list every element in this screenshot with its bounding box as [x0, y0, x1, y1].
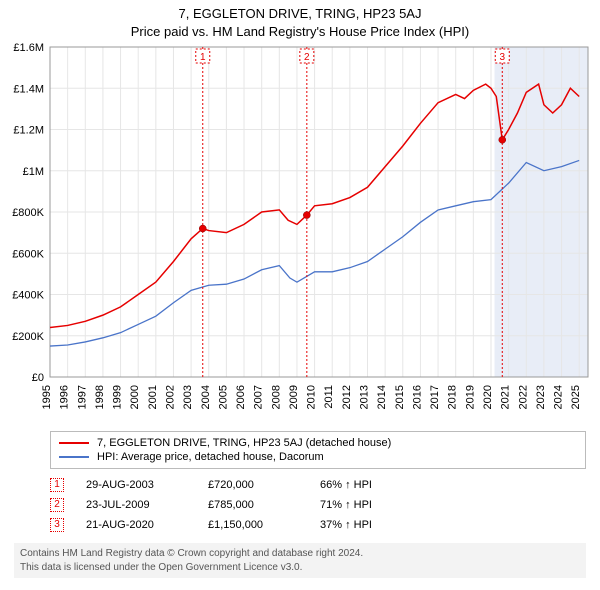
x-tick-label: 2008 — [270, 385, 282, 409]
x-tick-label: 2025 — [570, 385, 582, 409]
x-tick-label: 2006 — [235, 385, 247, 409]
x-tick-label: 1999 — [112, 385, 124, 409]
sale-price: £785,000 — [208, 499, 298, 511]
legend-label: 7, EGGLETON DRIVE, TRING, HP23 5AJ (deta… — [97, 437, 391, 449]
x-tick-label: 2023 — [535, 385, 547, 409]
chart-title: 7, EGGLETON DRIVE, TRING, HP23 5AJ — [0, 0, 600, 21]
x-tick-label: 2001 — [147, 385, 159, 409]
sale-date: 29-AUG-2003 — [86, 479, 186, 491]
x-tick-label: 2004 — [200, 385, 212, 409]
x-tick-label: 2018 — [447, 385, 459, 409]
y-tick-label: £0 — [32, 372, 44, 384]
x-tick-label: 2009 — [288, 385, 300, 409]
sale-marker-flag: 2 — [304, 52, 310, 63]
y-tick-label: £1.4M — [13, 83, 44, 95]
x-tick-label: 2002 — [164, 385, 176, 409]
x-tick-label: 2005 — [217, 385, 229, 409]
y-tick-label: £600K — [12, 248, 44, 260]
legend-swatch — [59, 442, 89, 444]
y-tick-label: £800K — [12, 207, 44, 219]
sale-date: 23-JUL-2009 — [86, 499, 186, 511]
sale-pct-vs-hpi: 71% ↑ HPI — [320, 499, 410, 511]
x-tick-label: 2013 — [359, 385, 371, 409]
x-tick-label: 2003 — [182, 385, 194, 409]
sale-date: 21-AUG-2020 — [86, 519, 186, 531]
x-tick-label: 1998 — [94, 385, 106, 409]
x-tick-label: 2024 — [553, 385, 565, 409]
legend-swatch — [59, 456, 89, 458]
x-tick-label: 2012 — [341, 385, 353, 409]
x-tick-label: 2020 — [482, 385, 494, 409]
y-tick-label: £200K — [12, 331, 44, 343]
y-tick-label: £400K — [12, 290, 44, 302]
x-tick-label: 2010 — [306, 385, 318, 409]
x-tick-label: 2015 — [394, 385, 406, 409]
sale-row: 1 29-AUG-2003 £720,000 66% ↑ HPI — [50, 475, 586, 495]
x-tick-label: 2016 — [411, 385, 423, 409]
x-tick-label: 2017 — [429, 385, 441, 409]
sale-pct-vs-hpi: 37% ↑ HPI — [320, 519, 410, 531]
legend-item: 7, EGGLETON DRIVE, TRING, HP23 5AJ (deta… — [59, 436, 577, 450]
footer-line-1: Contains HM Land Registry data © Crown c… — [20, 547, 580, 561]
sale-marker-icon: 2 — [50, 498, 64, 512]
sale-row: 2 23-JUL-2009 £785,000 71% ↑ HPI — [50, 495, 586, 515]
y-tick-label: £1.2M — [13, 125, 44, 137]
sale-row: 3 21-AUG-2020 £1,150,000 37% ↑ HPI — [50, 515, 586, 535]
chart-svg: £0 £200K £400K £600K £800K £1M £1.2M £1.4M £1.6M… — [0, 43, 600, 423]
x-tick-label: 2007 — [253, 385, 265, 409]
sale-pct-vs-hpi: 66% ↑ HPI — [320, 479, 410, 491]
sale-marker-flag: 3 — [499, 52, 505, 63]
sale-marker-icon: 1 — [50, 478, 64, 492]
x-tick-label: 2022 — [517, 385, 529, 409]
sales-table: 1 29-AUG-2003 £720,000 66% ↑ HPI 2 23-JUL-200… — [50, 475, 586, 535]
legend-label: HPI: Average price, detached house, Daco… — [97, 451, 324, 463]
sale-price: £1,150,000 — [208, 519, 298, 531]
y-tick-label: £1M — [23, 166, 44, 178]
y-tick-label: £1.6M — [13, 43, 44, 54]
x-tick-label: 1997 — [76, 385, 88, 409]
sale-price: £720,000 — [208, 479, 298, 491]
footer-line-2: This data is licensed under the Open Gov… — [20, 561, 580, 575]
sale-marker-icon: 3 — [50, 518, 64, 532]
chart-area: £0 £200K £400K £600K £800K £1M £1.2M £1.4M £1.6M… — [0, 43, 600, 423]
sale-marker-flag: 1 — [200, 52, 206, 63]
x-tick-label: 2019 — [464, 385, 476, 409]
legend: 7, EGGLETON DRIVE, TRING, HP23 5AJ (deta… — [50, 431, 586, 469]
x-tick-label: 1996 — [59, 385, 71, 409]
x-tick-label: 2000 — [129, 385, 141, 409]
chart-subtitle: Price paid vs. HM Land Registry's House … — [0, 21, 600, 43]
x-tick-label: 2021 — [500, 385, 512, 409]
footer-attribution: Contains HM Land Registry data © Crown c… — [14, 543, 586, 578]
x-tick-label: 2014 — [376, 385, 388, 409]
figure-container: 7, EGGLETON DRIVE, TRING, HP23 5AJ Price… — [0, 0, 600, 578]
legend-item: HPI: Average price, detached house, Daco… — [59, 450, 577, 464]
x-tick-label: 2011 — [323, 385, 335, 409]
x-tick-label: 1995 — [41, 385, 53, 409]
